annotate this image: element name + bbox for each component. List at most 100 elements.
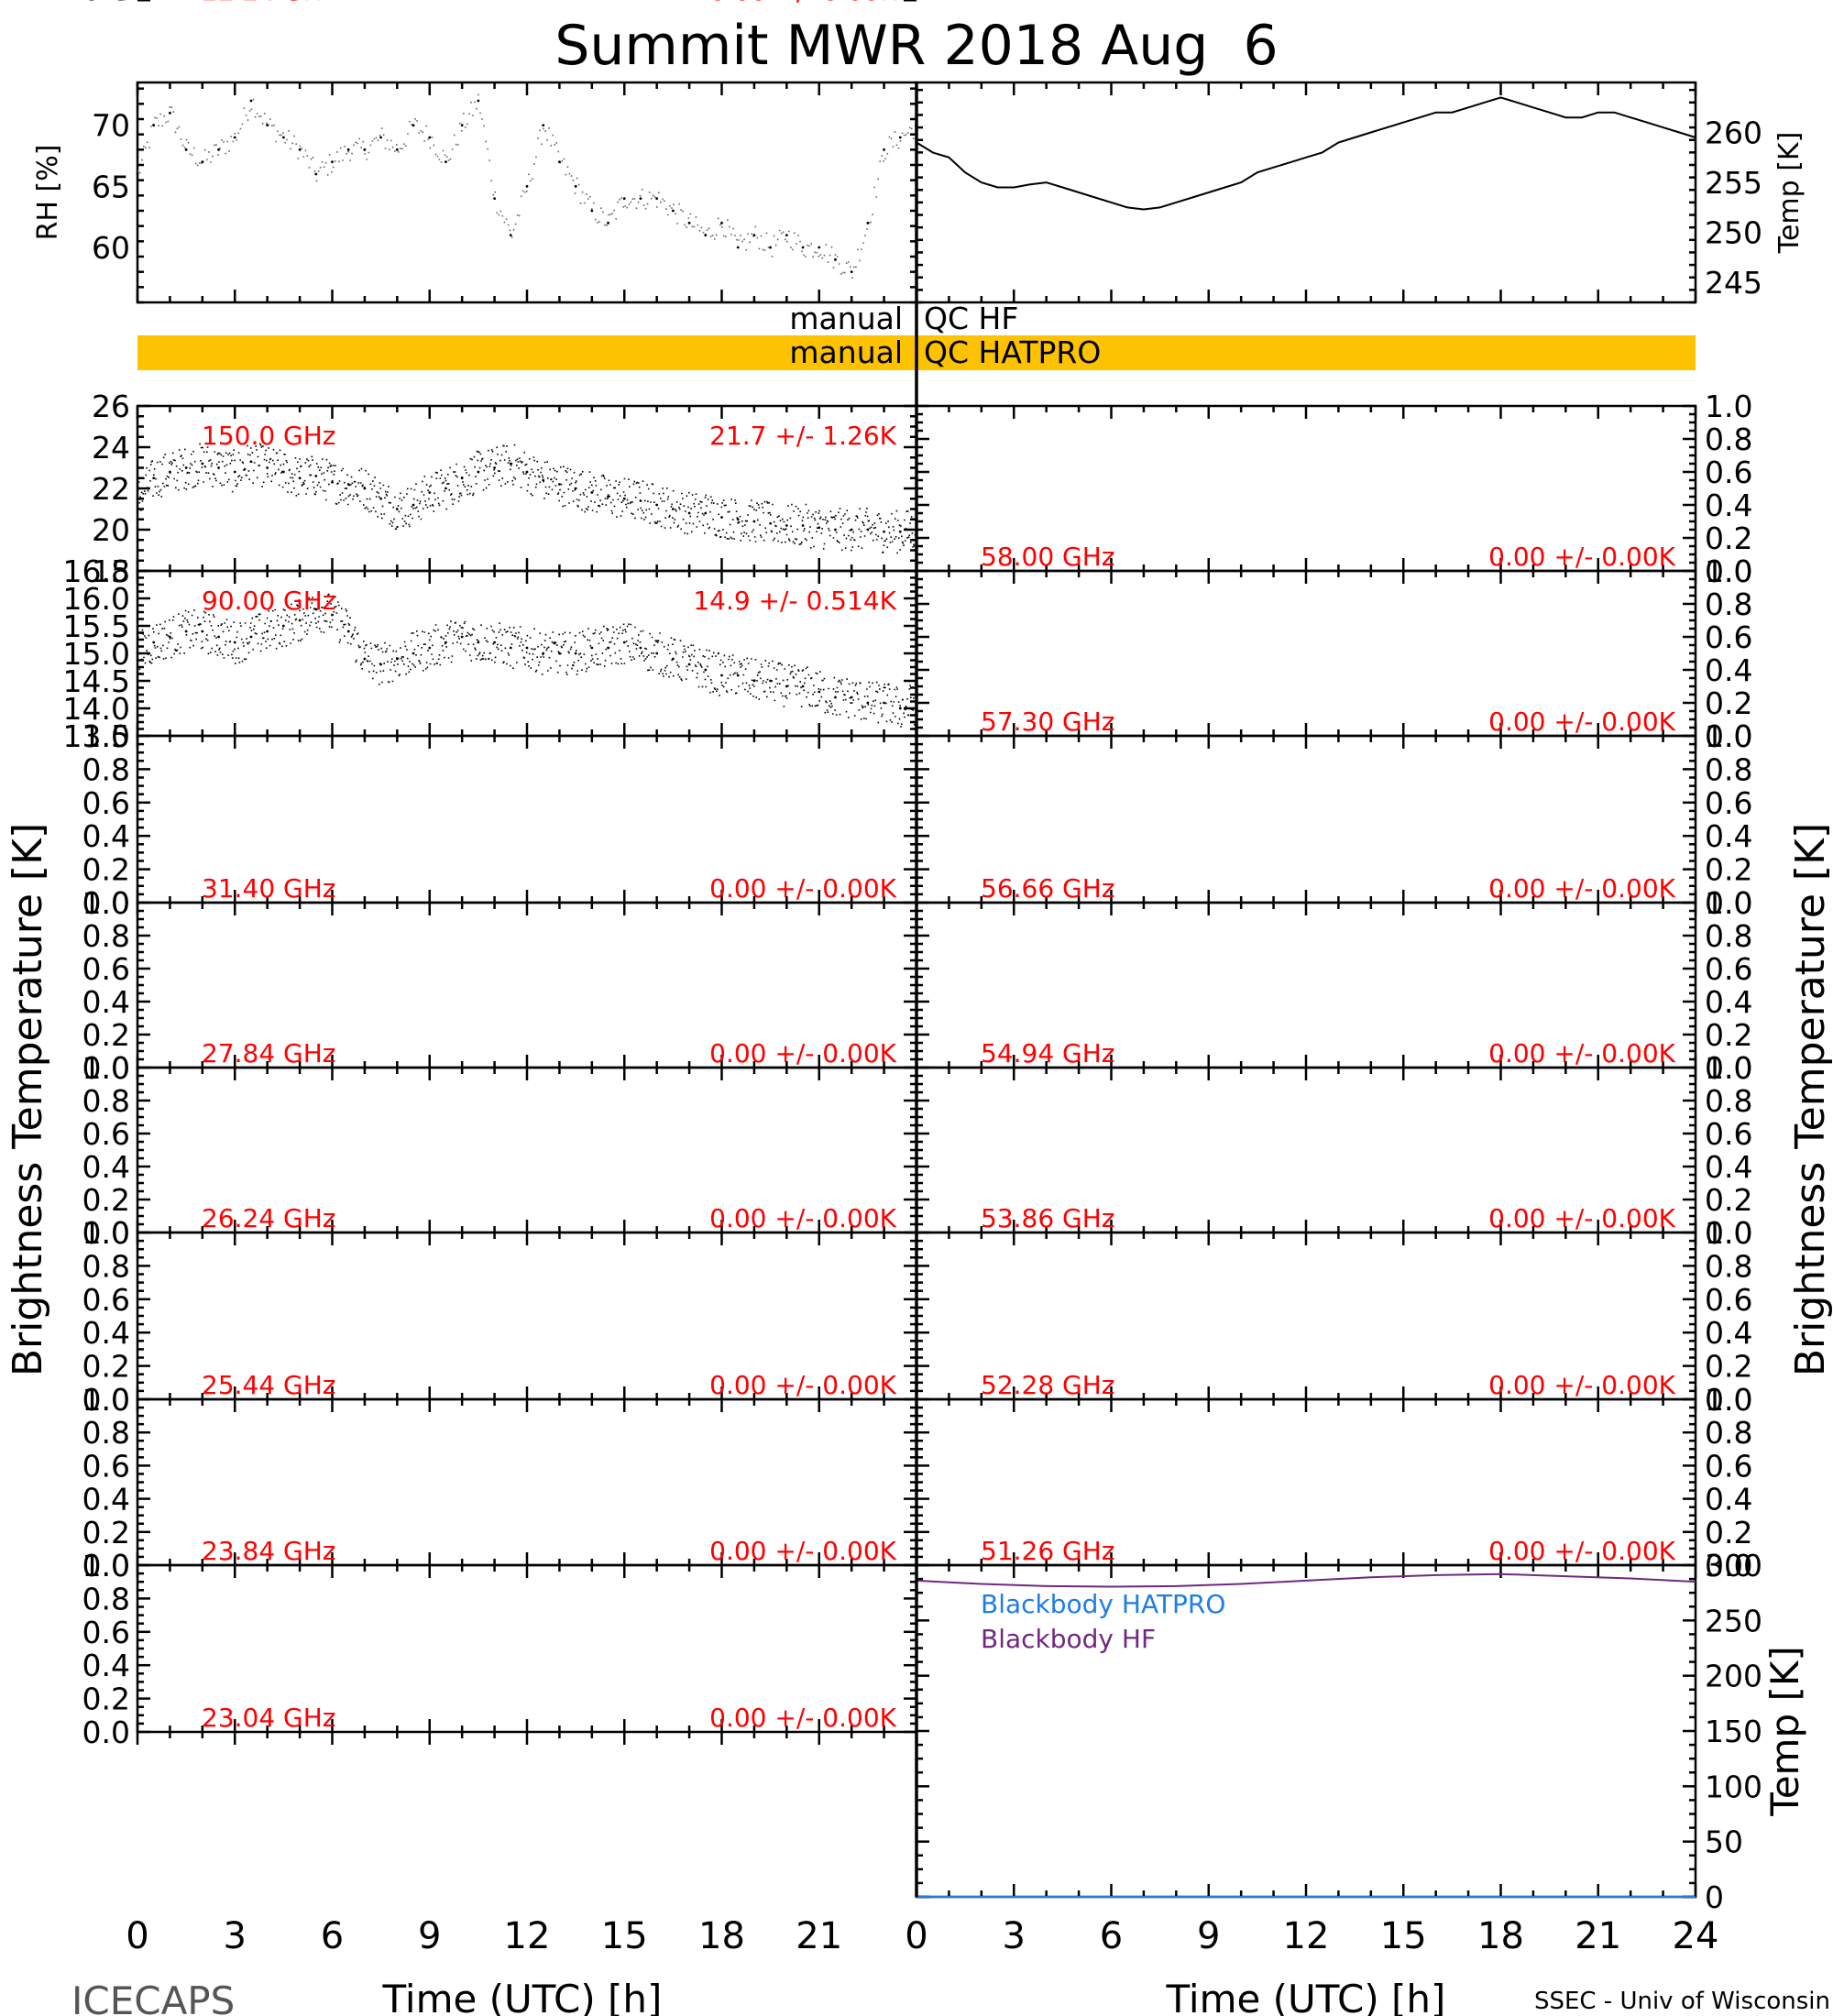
data-point-ch150	[428, 491, 432, 494]
left-time-axis-label: Time (UTC) [h]	[382, 1977, 663, 2016]
y-tick-label: 0.0	[1705, 1215, 1752, 1251]
data-point-temp	[1613, 111, 1616, 114]
y-tick-label: 0.4	[82, 1149, 130, 1185]
y-tick-label: 1.0	[82, 1382, 130, 1418]
data-point-ch90	[704, 668, 708, 672]
legend-blackbody-hf: Blackbody HF	[981, 1624, 1156, 1654]
data-point-ch90	[445, 641, 447, 644]
y-tick-label: 0.4	[1705, 1315, 1752, 1351]
data-point-temp	[1158, 206, 1161, 209]
x-tick-label-left: 3	[224, 1915, 247, 1957]
y-tick-label: 0.4	[1705, 1149, 1752, 1185]
data-point-ch150	[704, 511, 708, 515]
y-tick-label: 18	[92, 553, 130, 589]
x-tick-label-right: 18	[1477, 1915, 1524, 1957]
y-tick-label: 0.4	[82, 984, 130, 1020]
data-point-temp	[931, 151, 934, 154]
data-point-temp	[1630, 116, 1631, 118]
data-point-ch150	[898, 530, 902, 533]
line-series-temp	[916, 96, 1696, 211]
data-point-ch150	[445, 487, 447, 490]
data-point-ch90	[379, 663, 383, 666]
freq-label-ch2624: 26.24 GHz	[202, 1203, 336, 1233]
data-point-ch150	[152, 477, 156, 480]
y-tick-label: 0.0	[1705, 718, 1752, 754]
y-tick-label: 0.8	[82, 918, 130, 954]
data-point-ch150	[363, 487, 367, 490]
freq-label-ch2544: 25.44 GHz	[202, 1370, 336, 1400]
y-tick-label: 0.8	[1705, 1083, 1752, 1119]
data-point-rh	[866, 221, 870, 225]
stats-label-ch5126: 0.00 +/- 0.00K	[1488, 1536, 1675, 1566]
data-point-rh	[363, 148, 367, 151]
data-point-ch90	[850, 696, 853, 699]
data-point-ch90	[136, 652, 139, 655]
y-tick-label: 0.2	[82, 1515, 130, 1550]
data-point-ch150	[818, 526, 821, 530]
y-axis-label-rh: RH [%]	[32, 145, 64, 241]
data-point-ch90	[249, 635, 253, 639]
data-point-ch90	[266, 630, 269, 633]
freq-label-ch5800: 58.00 GHz	[981, 542, 1115, 572]
freq-label-ch150: 150.0 GHz	[202, 421, 336, 451]
data-point-temp	[1257, 171, 1258, 173]
data-point-rh	[801, 246, 805, 249]
y-tick-label: 0.6	[1705, 619, 1752, 655]
data-point-ch150	[233, 470, 236, 474]
data-point-ch90	[558, 652, 561, 655]
data-point-temp	[1467, 106, 1469, 109]
panel-ch2624: 0.00.20.40.60.81.026.24 GHz 0.00 +/- 0.00…	[82, 1050, 918, 1251]
y-tick-label: 0.8	[1705, 751, 1752, 787]
y-tick-label: 16.0	[63, 581, 130, 617]
data-point-ch150	[622, 497, 626, 500]
y-tick-label: 0.4	[82, 1315, 130, 1351]
data-point-temp	[1143, 208, 1145, 211]
stats-label-ch2784: 0.00 +/- 0.00K	[709, 1038, 896, 1068]
data-point-rh	[266, 124, 269, 127]
y-tick-label: 0.6	[82, 1282, 130, 1318]
freq-label-ch5126: 51.26 GHz	[981, 1536, 1115, 1566]
data-point-ch150	[169, 470, 171, 474]
y-tick-label: 0.2	[1705, 1515, 1752, 1550]
data-point-rh	[655, 197, 659, 201]
x-tick-label-left: 15	[601, 1915, 648, 1957]
panel-ch5800: 0.00.20.40.60.81.058.00 GHz 0.00 +/- 0.00…	[915, 389, 1752, 589]
data-point-ch150	[558, 483, 561, 486]
y-tick-label: 0.6	[1705, 455, 1752, 490]
y-tick-label: 0.2	[82, 1017, 130, 1053]
data-point-rh	[639, 197, 642, 201]
scatter-cloud-rh	[137, 93, 918, 279]
data-point-ch150	[249, 460, 253, 464]
data-point-rh	[331, 160, 334, 164]
data-point-ch90	[298, 619, 302, 622]
y-tick-label: 0.2	[1705, 852, 1752, 888]
data-point-ch90	[217, 635, 220, 639]
y-tick-label: 0.6	[82, 1448, 130, 1484]
data-point-ch150	[460, 477, 464, 480]
y-tick-label: 13.5	[63, 718, 130, 754]
data-point-rh	[136, 172, 139, 176]
data-point-ch150	[769, 521, 773, 525]
scatter-cloud-ch150	[137, 441, 918, 554]
data-point-rh	[281, 136, 285, 139]
data-point-temp	[981, 181, 982, 183]
data-point-ch90	[412, 652, 415, 655]
data-point-rh	[412, 124, 415, 127]
data-point-ch150	[493, 466, 496, 469]
figure-title: Summit MWR 2018 Aug 6	[554, 14, 1278, 78]
data-point-ch150	[525, 470, 529, 474]
data-point-rh	[298, 148, 302, 151]
data-point-ch150	[720, 516, 723, 519]
data-point-rh	[622, 197, 626, 201]
data-point-ch150	[639, 499, 642, 502]
freq-label-ch3140: 31.40 GHz	[202, 873, 336, 904]
data-point-ch90	[639, 646, 642, 650]
x-tick-label-left: 21	[796, 1915, 842, 1957]
line-series-blackbody-hf	[916, 1572, 1696, 1588]
data-point-rh	[233, 136, 236, 139]
y-tick-label: 1.0	[82, 1215, 130, 1251]
y-tick-label: 0.0	[82, 0, 130, 7]
y-tick-label: 0.8	[1705, 1415, 1752, 1451]
stats-label-ch2544: 0.00 +/- 0.00K	[709, 1370, 896, 1400]
panel-ch5386: 0.00.20.40.60.81.053.86 GHz 0.00 +/- 0.00…	[915, 1050, 1752, 1251]
